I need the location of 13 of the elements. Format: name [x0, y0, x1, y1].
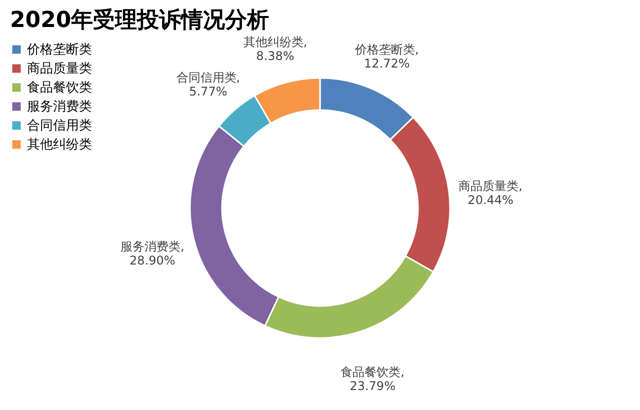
- legend-label: 合同信用类: [27, 118, 92, 134]
- legend-label: 商品质量类: [27, 62, 92, 76]
- data-label: 服务消费类, 28.90%: [120, 240, 184, 268]
- legend-label: 食品餐饮类: [27, 80, 92, 96]
- data-label: 商品质量类, 20.44%: [458, 178, 522, 207]
- data-label: 食品餐饮类, 23.79%: [340, 364, 404, 393]
- chart-title: 2020年受理投诉情况分析: [10, 8, 270, 33]
- data-label: 价格垄断类, 12.72%: [354, 42, 419, 71]
- data-label: 其他纠纷类, 8.38%: [243, 34, 308, 63]
- data-label: 合同信用类, 5.77%: [176, 70, 240, 98]
- legend-label: 价格垄断类: [26, 42, 92, 58]
- legend-label: 其他纠纷类: [27, 138, 92, 152]
- legend-label: 服务消费类: [27, 100, 92, 114]
